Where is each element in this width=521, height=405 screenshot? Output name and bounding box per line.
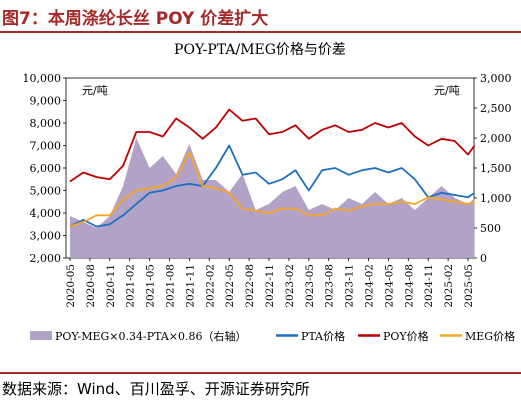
source-note: 数据来源：Wind、百川盈孚、开源证券研究所 <box>2 380 310 398</box>
legend-swatch <box>30 331 52 340</box>
chart-title: POY-PTA/MEG价格与价差 <box>174 42 346 58</box>
source-rule <box>0 372 521 374</box>
left-tick-label: 7,000 <box>30 140 62 153</box>
legend-label: POY价格 <box>383 329 429 343</box>
series-line-meg <box>69 151 475 228</box>
x-tick-label: 2024-02 <box>364 264 376 308</box>
legend-label: MEG价格 <box>465 329 515 343</box>
x-tick-label: 2021-11 <box>184 264 196 308</box>
chart: POY-PTA/MEG价格与价差 元/吨 元/吨 2,000 3,000 4,000… <box>23 42 516 343</box>
left-tick-label: 2,000 <box>30 252 62 265</box>
right-axis-unit: 元/吨 <box>434 84 460 97</box>
x-tick-label: 2025-02 <box>443 264 455 308</box>
x-tick-label: 2021-02 <box>125 264 137 308</box>
left-tick-label: 3,000 <box>30 230 62 243</box>
x-tick-label: 2024-11 <box>423 264 435 308</box>
left-tick-label: 6,000 <box>30 162 62 175</box>
x-tick-label: 2024-05 <box>383 264 395 308</box>
x-axis: 2020-05 2020-08 2020-11 2021-02 2021-05 2021-… <box>65 258 475 308</box>
x-tick-label: 2023-02 <box>284 264 296 308</box>
right-tick-label: 0 <box>480 252 487 265</box>
figure-title: 图7：本周涤纶长丝 POY 价差扩大 <box>2 9 269 29</box>
x-tick-label: 2020-08 <box>85 264 97 308</box>
x-tick-label: 2023-08 <box>324 264 336 308</box>
left-axis: 2,000 3,000 4,000 5,000 6,000 7,000 8,000 9,000… <box>23 72 66 265</box>
x-tick-label: 2022-02 <box>204 264 216 308</box>
left-tick-label: 8,000 <box>30 117 62 130</box>
x-tick-label: 2021-05 <box>145 264 157 308</box>
x-tick-label: 2025-05 <box>463 264 475 308</box>
x-tick-label: 2021-08 <box>165 264 177 308</box>
x-tick-label: 2023-05 <box>304 264 316 308</box>
legend-label: PTA价格 <box>301 329 345 343</box>
x-tick-label: 2022-08 <box>244 264 256 308</box>
right-tick-label: 3,000 <box>480 72 512 85</box>
left-tick-label: 5,000 <box>30 185 62 198</box>
right-tick-label: 500 <box>480 222 501 235</box>
x-tick-label: 2020-11 <box>105 264 117 308</box>
x-tick-label: 2022-11 <box>264 264 276 308</box>
series-line-poy <box>69 108 476 183</box>
left-tick-label: 9,000 <box>30 95 62 108</box>
left-tick-label: 10,000 <box>23 72 62 85</box>
x-tick-label: 2023-11 <box>344 264 356 308</box>
legend-label: POY-MEG×0.34-PTA×0.86（右轴） <box>55 329 247 343</box>
series-line-pta <box>69 144 476 228</box>
x-tick-label: 2024-08 <box>403 264 415 308</box>
right-tick-label: 2,000 <box>480 132 512 145</box>
right-tick-label: 1,000 <box>480 192 512 205</box>
left-tick-label: 4,000 <box>30 207 62 220</box>
spread-area <box>70 138 475 258</box>
right-axis: 0 500 1,000 1,500 2,000 2,500 3,000 <box>474 72 512 265</box>
x-tick-label: 2020-05 <box>65 264 77 308</box>
left-axis-unit: 元/吨 <box>82 84 108 97</box>
right-tick-label: 2,500 <box>480 102 512 115</box>
plot-area <box>65 77 476 259</box>
x-tick-label: 2022-05 <box>224 264 236 308</box>
legend: POY-MEG×0.34-PTA×0.86（右轴） PTA价格 POY价格 MEG价格 <box>30 329 515 343</box>
title-rule <box>0 31 521 33</box>
right-tick-label: 1,500 <box>480 162 512 175</box>
